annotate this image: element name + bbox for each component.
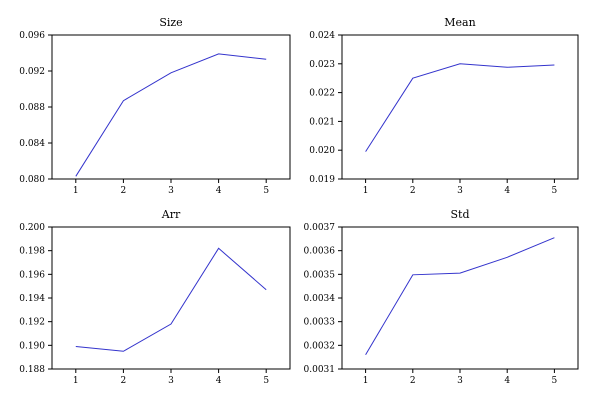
y-tick-label: 0.019 <box>309 175 335 185</box>
chart-title-arr: Arr <box>161 208 181 221</box>
data-point-size <box>122 99 125 102</box>
plot-frame-std <box>341 226 579 370</box>
data-point-size <box>170 71 173 74</box>
x-tick-label: 5 <box>263 376 269 386</box>
x-tick-label: 1 <box>363 376 369 386</box>
series-line-std <box>365 237 555 356</box>
data-point-std <box>459 272 462 275</box>
data-point-std <box>411 273 414 276</box>
x-tick-label: 2 <box>121 376 127 386</box>
x-tick-label: 5 <box>263 186 269 196</box>
series-line-arr <box>75 247 267 352</box>
y-tick-label: 0.021 <box>309 117 335 127</box>
data-point-size <box>265 58 268 61</box>
data-point-mean <box>411 77 414 80</box>
chart-title-std: Std <box>451 208 470 221</box>
x-tick-label: 3 <box>457 376 463 386</box>
x-tick-label: 1 <box>73 186 79 196</box>
data-point-size <box>74 175 77 178</box>
y-tick-label: 0.0035 <box>304 270 336 280</box>
data-point-arr <box>217 247 220 250</box>
y-tick-label: 0.084 <box>19 139 45 149</box>
chart-std: Std 1 2 3 4 5 0.0031 0.0032 0.0033 0.0034 0.0035 0.… <box>304 208 579 386</box>
plot-frame-mean <box>341 34 579 180</box>
x-tick-label: 4 <box>504 186 510 196</box>
chart-title-mean: Mean <box>444 16 475 29</box>
y-tick-label: 0.088 <box>19 103 45 113</box>
y-tick-label: 0.0034 <box>304 294 336 304</box>
data-point-std <box>364 353 367 356</box>
y-tick-label: 0.0031 <box>304 365 336 375</box>
x-tick-label: 5 <box>552 186 558 196</box>
y-tick-label: 0.194 <box>19 294 45 304</box>
y-tick-label: 0.022 <box>309 89 335 99</box>
x-tick-label: 3 <box>168 376 174 386</box>
series-line-size <box>75 53 267 177</box>
y-tick-label: 0.020 <box>309 146 335 156</box>
x-tick-label: 2 <box>121 186 127 196</box>
y-tick-label: 0.080 <box>19 175 45 185</box>
y-tick-label: 0.196 <box>19 270 45 280</box>
y-tick-label: 0.023 <box>309 60 335 70</box>
data-point-arr <box>265 288 268 291</box>
y-tick-label: 0.096 <box>19 31 45 41</box>
chart-title-size: Size <box>159 16 182 29</box>
chart-size: Size 1 2 3 4 5 0.080 0.084 0.088 0.092 0.096 <box>19 16 291 196</box>
data-point-std <box>553 236 556 239</box>
y-tick-label: 0.0033 <box>304 318 336 328</box>
y-tick-label: 0.092 <box>19 67 45 77</box>
y-tick-label: 0.0032 <box>304 341 336 351</box>
data-point-arr <box>74 345 77 348</box>
data-point-std <box>506 256 509 259</box>
x-tick-label: 5 <box>552 376 558 386</box>
x-tick-label: 3 <box>457 186 463 196</box>
x-tick-label: 4 <box>216 376 222 386</box>
chart-arr: Arr 1 2 3 4 5 0.188 0.190 0.192 0.194 0.196 0.198 0.… <box>19 208 291 386</box>
data-point-mean <box>459 62 462 65</box>
data-point-mean <box>506 66 509 69</box>
x-tick-label: 1 <box>363 186 369 196</box>
data-point-mean <box>553 63 556 66</box>
y-tick-label: 0.0036 <box>304 247 336 257</box>
series-line-mean <box>365 63 555 152</box>
data-point-mean <box>364 150 367 153</box>
y-tick-label: 0.0037 <box>304 223 336 233</box>
data-point-size <box>217 52 220 55</box>
data-point-arr <box>170 323 173 326</box>
chart-mean: Mean 1 2 3 4 5 0.019 0.020 0.021 0.022 0.023 0.024 <box>309 16 579 196</box>
y-tick-label: 0.192 <box>19 318 45 328</box>
y-tick-label: 0.200 <box>19 223 45 233</box>
y-tick-label: 0.190 <box>19 341 45 351</box>
y-tick-label: 0.188 <box>19 365 45 375</box>
y-tick-label: 0.198 <box>19 247 45 257</box>
x-tick-label: 4 <box>216 186 222 196</box>
x-tick-label: 4 <box>504 376 510 386</box>
x-tick-label: 1 <box>73 376 79 386</box>
y-tick-label: 0.024 <box>309 31 335 41</box>
data-point-arr <box>122 350 125 353</box>
x-tick-label: 3 <box>168 186 174 196</box>
x-tick-label: 2 <box>410 376 416 386</box>
x-tick-label: 2 <box>410 186 416 196</box>
